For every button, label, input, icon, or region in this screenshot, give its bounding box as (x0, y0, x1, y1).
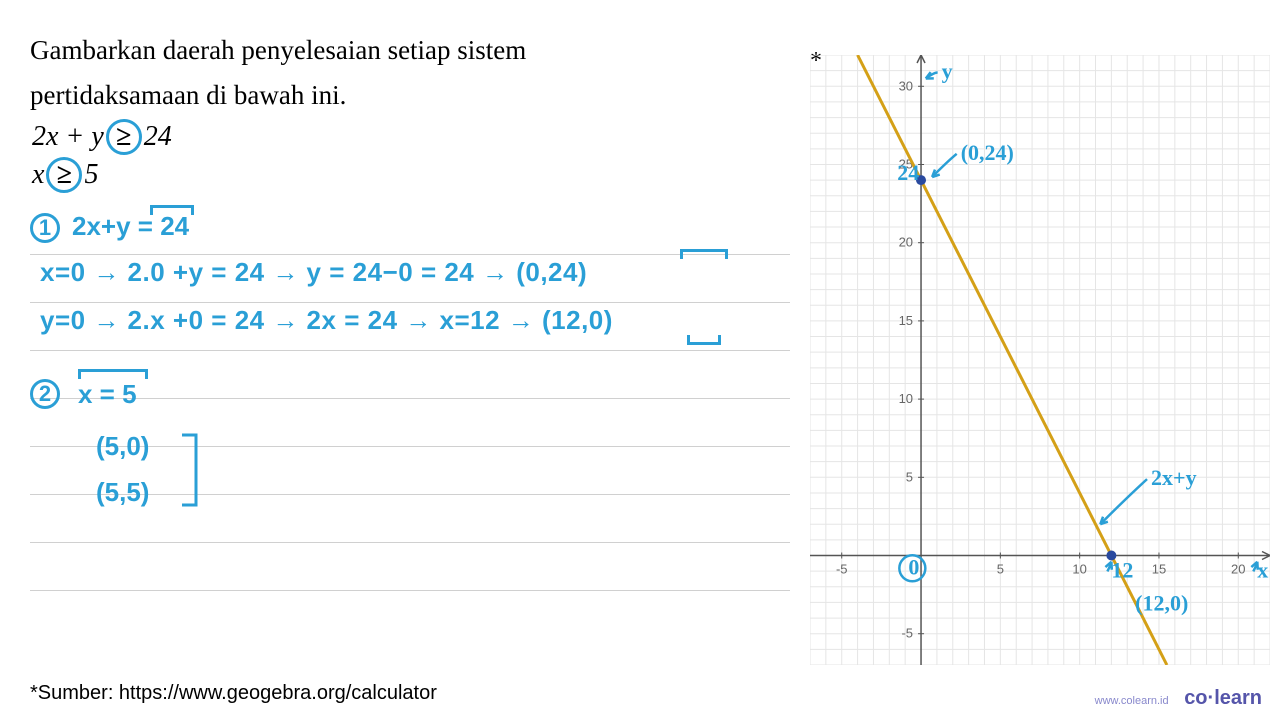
svg-text:10: 10 (1072, 562, 1086, 577)
svg-text:(12,0): (12,0) (1135, 590, 1188, 615)
ge-circle-1: ≥ (106, 119, 142, 155)
svg-text:20: 20 (1231, 562, 1245, 577)
logo-url: www.colearn.id (1095, 695, 1169, 707)
svg-text:12: 12 (1111, 557, 1133, 582)
svg-text:5: 5 (997, 562, 1004, 577)
footer-source: *Sumber: https://www.geogebra.org/calcul… (30, 682, 437, 705)
step-1-marker: 1 (30, 213, 60, 243)
svg-text:5: 5 (906, 469, 913, 484)
svg-text:(0,24): (0,24) (961, 140, 1014, 165)
step2-p2: (5,5) (96, 477, 149, 508)
svg-text:-5: -5 (901, 626, 913, 641)
graph-svg: -55101520-551015202530y(0,24)242x+y012(1… (810, 55, 1270, 665)
svg-text:30: 30 (899, 78, 913, 93)
work-area: 1 2x+y = 24 x=0 → 2.0 +y = 24 → y = 24−0… (30, 207, 790, 639)
svg-text:x: x (1257, 557, 1268, 582)
problem-line-1: Gambarkan daerah penyelesaian setiap sis… (30, 30, 810, 71)
ineq1-lhs: 2x + y (32, 121, 104, 153)
problem-line-2: pertidaksamaan di bawah ini. (30, 75, 790, 116)
svg-text:15: 15 (899, 313, 913, 328)
ineq2-rhs: 5 (84, 159, 98, 191)
logo-text: co·learn (1184, 687, 1262, 709)
step2-equation: x = 5 (78, 379, 137, 410)
svg-text:15: 15 (1152, 562, 1166, 577)
svg-text:0: 0 (908, 554, 919, 579)
graph: -55101520-551015202530y(0,24)242x+y012(1… (810, 55, 1270, 665)
step2-p1: (5,0) (96, 431, 149, 462)
step1-y0: y=0 → 2.x +0 = 24 → 2x = 24 → x=12 → (12… (40, 305, 613, 336)
logo: www.colearn.id co·learn (1095, 687, 1262, 710)
svg-text:-5: -5 (836, 562, 848, 577)
ge-circle-2: ≥ (46, 157, 82, 193)
svg-text:y: y (942, 58, 953, 83)
step1-equation: 2x+y = 24 (72, 211, 189, 242)
step-2-marker: 2 (30, 379, 60, 409)
svg-text:24: 24 (897, 160, 919, 185)
step1-x0: x=0 → 2.0 +y = 24 → y = 24−0 = 24 → (0,2… (40, 257, 587, 288)
svg-text:20: 20 (899, 235, 913, 250)
ineq1-rhs: 24 (144, 121, 172, 153)
inequality-2: x ≥ 5 (32, 157, 790, 193)
ineq2-lhs: x (32, 159, 44, 191)
svg-text:2x+y: 2x+y (1151, 465, 1197, 490)
inequality-1: 2x + y ≥ 24 (32, 119, 790, 155)
bracket-right (178, 431, 208, 511)
svg-text:10: 10 (899, 391, 913, 406)
